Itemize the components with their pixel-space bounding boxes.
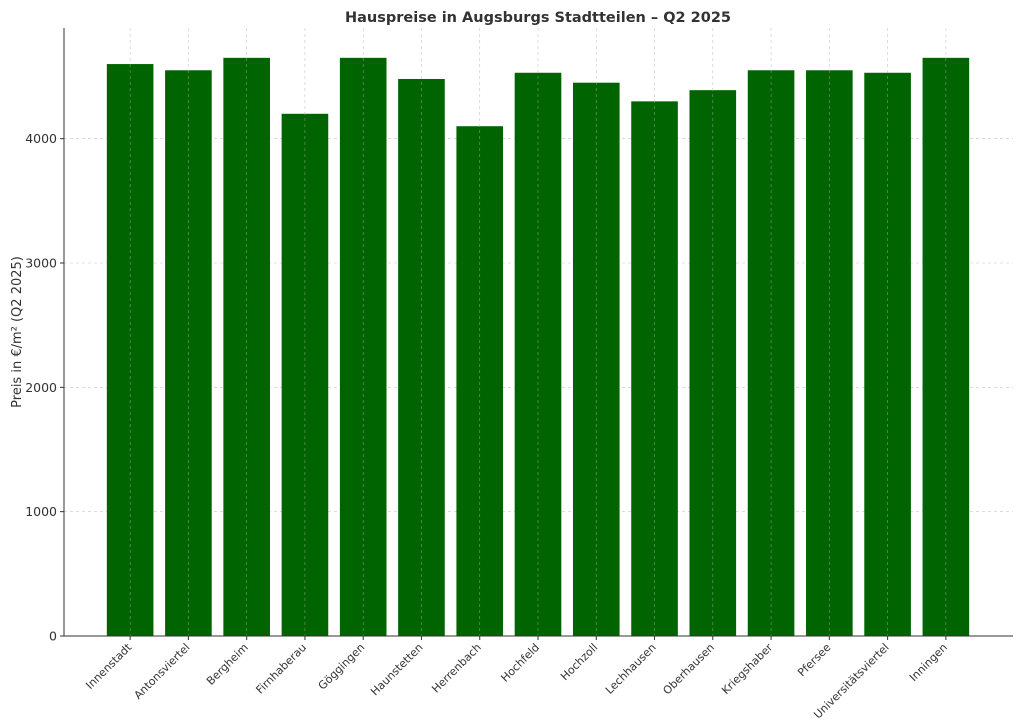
x-tick-label: Innenstadt xyxy=(83,640,134,691)
axes-layer xyxy=(60,28,1013,640)
x-tick-label: Antonsviertel xyxy=(132,641,193,702)
x-tick-label: Herrenbach xyxy=(429,641,484,696)
x-tick-label: Göggingen xyxy=(316,641,368,693)
y-tick-label: 1000 xyxy=(25,504,57,519)
bar-firnhaberau xyxy=(281,113,329,637)
x-tick-label: Pfersee xyxy=(795,641,833,679)
chart-title: Hauspreise in Augsburgs Stadtteilen – Q2… xyxy=(345,10,731,26)
x-tick-label: Inningen xyxy=(907,641,950,684)
x-tick-label: Haunstetten xyxy=(368,641,425,698)
vertical-grid-layer xyxy=(129,28,947,636)
y-tick-label: 3000 xyxy=(25,255,57,270)
x-tick-label: Hochzoll xyxy=(558,641,600,683)
y-tick-label: 2000 xyxy=(25,380,57,395)
x-tick-label: Bergheim xyxy=(204,641,251,688)
y-tick-label: 0 xyxy=(49,629,57,644)
x-tick-label: Oberhausen xyxy=(660,641,717,698)
x-tick-label: Lechhausen xyxy=(603,641,659,697)
x-tick-label: Hochfeld xyxy=(498,641,542,685)
y-tick-labels: 0 1000 2000 3000 4000 xyxy=(25,131,57,643)
x-tick-label: Kriegshaber xyxy=(719,641,775,697)
bars-layer xyxy=(106,57,970,637)
x-tick-label: Firnhaberau xyxy=(253,641,309,697)
y-axis-label: Preis in €/m² (Q2 2025) xyxy=(10,256,25,408)
bar-lechhausen xyxy=(631,101,678,637)
y-tick-label: 4000 xyxy=(25,131,57,146)
bar-haunstetten xyxy=(398,78,445,636)
